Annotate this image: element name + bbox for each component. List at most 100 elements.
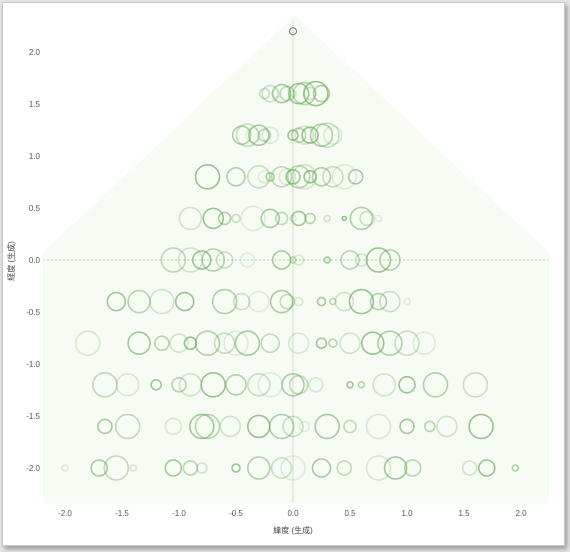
data-point[interactable] <box>323 256 332 264</box>
data-point[interactable] <box>379 290 401 313</box>
data-point[interactable] <box>127 289 151 314</box>
data-point[interactable] <box>90 459 108 477</box>
data-point[interactable] <box>278 168 297 186</box>
data-point[interactable] <box>232 292 251 311</box>
data-point[interactable] <box>217 211 232 226</box>
data-point[interactable] <box>245 127 261 143</box>
data-point[interactable] <box>290 210 307 227</box>
data-point[interactable] <box>194 164 221 190</box>
data-point[interactable] <box>261 84 280 103</box>
data-point[interactable] <box>127 331 151 356</box>
data-point[interactable] <box>462 371 489 398</box>
data-point[interactable] <box>235 123 260 147</box>
data-point[interactable] <box>369 292 388 311</box>
data-point[interactable] <box>270 166 293 188</box>
data-point[interactable] <box>398 375 416 394</box>
data-point[interactable] <box>360 331 385 356</box>
data-point[interactable] <box>231 125 252 145</box>
data-point[interactable] <box>312 84 331 103</box>
data-point[interactable] <box>359 210 375 227</box>
data-point[interactable] <box>271 250 292 270</box>
data-point[interactable] <box>61 464 69 472</box>
data-point[interactable] <box>290 127 307 143</box>
data-point[interactable] <box>257 170 272 184</box>
data-point[interactable] <box>461 460 478 476</box>
data-point[interactable] <box>340 250 360 270</box>
data-point[interactable] <box>309 123 334 147</box>
data-point[interactable] <box>285 169 301 185</box>
data-point[interactable] <box>287 82 310 105</box>
data-point[interactable] <box>248 290 270 313</box>
data-point[interactable] <box>258 87 271 100</box>
data-point[interactable] <box>192 250 212 270</box>
data-point[interactable] <box>154 335 170 352</box>
data-point[interactable] <box>298 420 311 433</box>
data-point[interactable] <box>343 419 357 434</box>
data-point[interactable] <box>279 293 296 310</box>
data-point[interactable] <box>329 297 337 306</box>
data-point[interactable] <box>240 205 266 232</box>
data-point[interactable] <box>280 455 306 481</box>
data-point[interactable] <box>281 372 305 397</box>
data-point[interactable] <box>403 297 411 306</box>
data-point[interactable] <box>301 126 319 144</box>
data-point[interactable] <box>115 372 140 397</box>
data-point[interactable] <box>183 336 198 351</box>
data-point[interactable] <box>354 253 369 267</box>
data-point[interactable] <box>307 376 324 393</box>
data-point[interactable] <box>336 460 353 476</box>
data-point[interactable] <box>292 81 317 106</box>
data-point[interactable] <box>304 212 316 225</box>
data-point[interactable] <box>247 165 271 189</box>
data-point[interactable] <box>223 330 249 357</box>
data-point[interactable] <box>171 376 187 393</box>
data-point[interactable] <box>365 413 392 440</box>
data-point[interactable] <box>202 207 224 230</box>
data-point[interactable] <box>302 80 329 107</box>
data-point[interactable] <box>260 333 281 354</box>
data-point[interactable] <box>201 248 225 272</box>
data-point[interactable] <box>379 249 401 271</box>
data-point[interactable] <box>129 464 138 472</box>
data-point[interactable] <box>372 372 397 397</box>
data-point[interactable] <box>346 380 354 389</box>
data-point[interactable] <box>394 330 420 357</box>
data-point[interactable] <box>226 167 246 187</box>
data-point[interactable] <box>339 332 361 355</box>
data-point[interactable] <box>334 291 355 312</box>
data-point[interactable] <box>289 89 297 98</box>
data-point[interactable] <box>477 459 496 477</box>
data-point[interactable] <box>247 456 271 480</box>
data-point[interactable] <box>315 337 328 350</box>
data-point[interactable] <box>247 372 271 397</box>
data-point[interactable] <box>231 213 241 224</box>
data-point[interactable] <box>289 256 297 264</box>
data-point[interactable] <box>357 380 366 389</box>
data-point[interactable] <box>292 254 305 266</box>
data-point[interactable] <box>160 247 187 273</box>
data-point[interactable] <box>286 165 311 189</box>
data-point[interactable] <box>189 413 215 440</box>
data-point[interactable] <box>314 122 341 148</box>
data-point[interactable] <box>270 457 293 479</box>
data-point[interactable] <box>211 288 238 315</box>
data-point[interactable] <box>423 420 436 433</box>
data-point[interactable] <box>374 214 383 223</box>
data-point[interactable] <box>347 169 364 185</box>
data-point[interactable] <box>261 126 280 144</box>
data-point[interactable] <box>279 85 296 102</box>
data-point[interactable] <box>219 415 242 438</box>
data-point[interactable] <box>164 459 183 477</box>
data-point[interactable] <box>260 208 281 229</box>
data-point[interactable] <box>311 167 332 187</box>
data-point[interactable] <box>234 330 261 357</box>
data-point[interactable] <box>316 296 327 307</box>
data-point[interactable] <box>196 462 208 474</box>
data-point[interactable] <box>75 330 101 357</box>
data-point[interactable] <box>287 129 299 141</box>
data-point[interactable] <box>436 415 458 438</box>
data-point[interactable] <box>422 371 449 398</box>
data-point[interactable] <box>194 413 221 440</box>
data-point[interactable] <box>403 459 422 477</box>
data-point[interactable] <box>377 330 403 357</box>
